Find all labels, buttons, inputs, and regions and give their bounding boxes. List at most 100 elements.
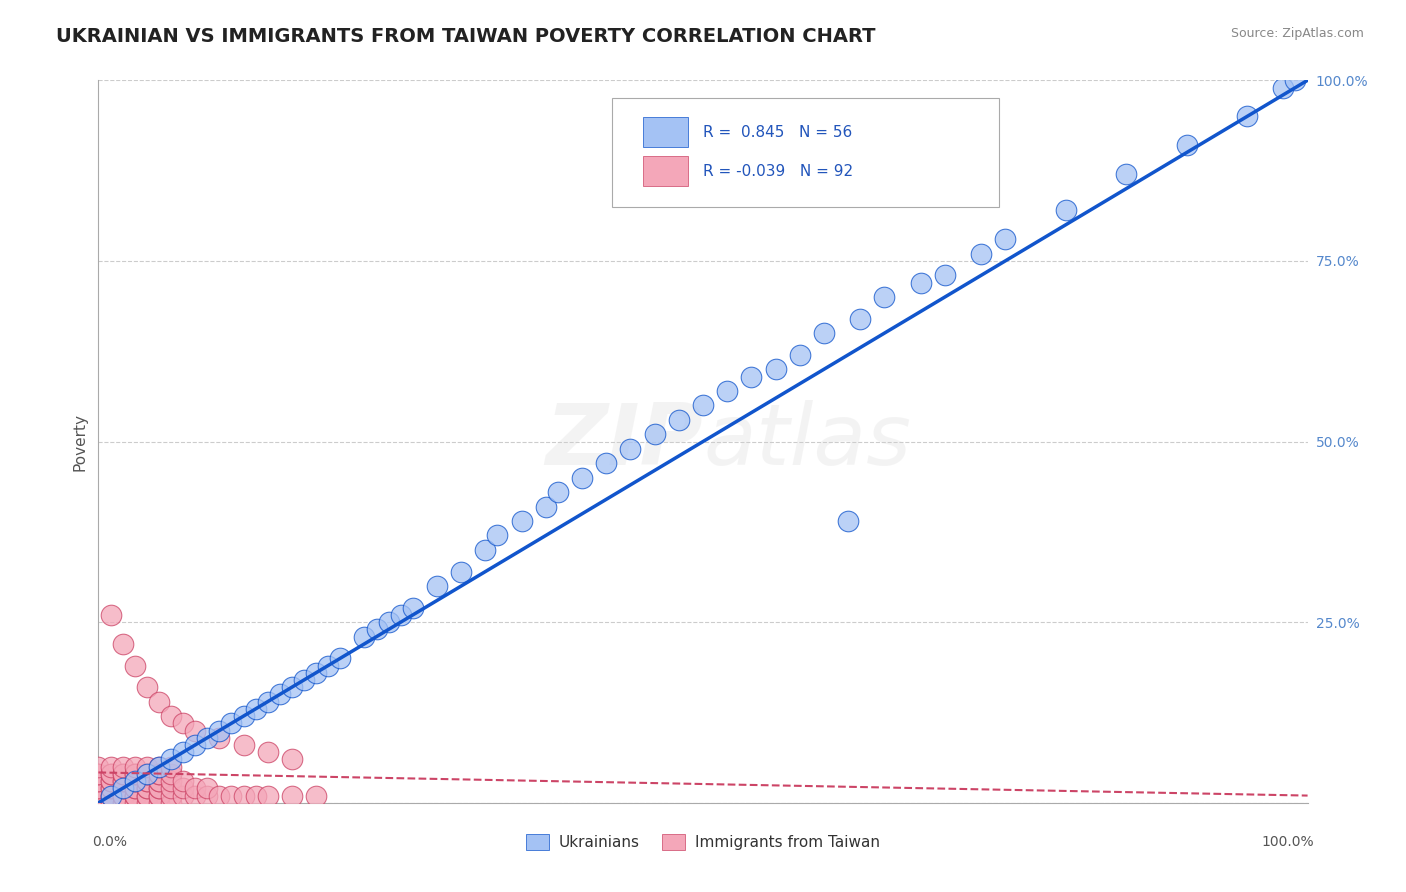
Point	[100, 767, 122, 781]
Point	[111, 789, 134, 803]
Point	[245, 702, 267, 716]
Point	[87, 774, 110, 789]
Point	[740, 369, 762, 384]
Point	[100, 607, 122, 622]
Point	[148, 767, 170, 781]
Point	[124, 774, 146, 789]
Point	[160, 796, 183, 810]
Text: 100.0%: 100.0%	[1261, 835, 1313, 849]
Point	[256, 789, 278, 803]
Point	[1236, 110, 1258, 124]
Point	[221, 789, 243, 803]
Point	[124, 774, 146, 789]
Point	[1175, 138, 1198, 153]
Point	[87, 767, 110, 781]
Point	[450, 565, 472, 579]
Point	[124, 789, 146, 803]
Point	[148, 781, 170, 796]
Point	[160, 760, 183, 774]
Point	[160, 752, 183, 766]
Point	[195, 781, 218, 796]
Point	[305, 789, 328, 803]
Point	[111, 774, 134, 789]
Point	[124, 789, 146, 803]
Point	[389, 607, 412, 622]
Point	[148, 774, 170, 789]
Point	[1272, 80, 1295, 95]
Point	[87, 781, 110, 796]
Point	[148, 781, 170, 796]
Point	[87, 774, 110, 789]
Point	[148, 789, 170, 803]
Point	[994, 232, 1017, 246]
Point	[474, 542, 496, 557]
Point	[208, 789, 231, 803]
Point	[765, 362, 787, 376]
Text: ZIP: ZIP	[546, 400, 703, 483]
Point	[148, 695, 170, 709]
Point	[547, 485, 569, 500]
Point	[232, 709, 254, 723]
Point	[692, 398, 714, 412]
Text: UKRAINIAN VS IMMIGRANTS FROM TAIWAN POVERTY CORRELATION CHART: UKRAINIAN VS IMMIGRANTS FROM TAIWAN POVE…	[56, 27, 876, 45]
Point	[172, 781, 194, 796]
Point	[100, 781, 122, 796]
Point	[135, 796, 157, 810]
Point	[124, 796, 146, 810]
Point	[135, 680, 157, 694]
Point	[269, 687, 291, 701]
Point	[148, 774, 170, 789]
Point	[208, 731, 231, 745]
Point	[135, 767, 157, 781]
Point	[1284, 73, 1306, 87]
Point	[124, 767, 146, 781]
Y-axis label: Poverty: Poverty	[72, 412, 87, 471]
Point	[366, 623, 388, 637]
Point	[100, 774, 122, 789]
Legend: Ukrainians, Immigrants from Taiwan: Ukrainians, Immigrants from Taiwan	[520, 829, 886, 856]
Point	[124, 760, 146, 774]
Point	[305, 665, 328, 680]
FancyBboxPatch shape	[613, 98, 1000, 207]
Point	[619, 442, 641, 456]
Point	[111, 767, 134, 781]
Point	[135, 760, 157, 774]
Point	[135, 781, 157, 796]
Point	[232, 738, 254, 752]
Text: atlas: atlas	[703, 400, 911, 483]
Point	[281, 789, 304, 803]
Point	[910, 276, 932, 290]
Text: R = -0.039   N = 92: R = -0.039 N = 92	[703, 164, 853, 178]
Point	[329, 651, 352, 665]
Point	[316, 658, 339, 673]
Point	[426, 579, 449, 593]
Point	[221, 716, 243, 731]
Point	[111, 637, 134, 651]
Point	[486, 528, 509, 542]
Point	[172, 789, 194, 803]
Point	[135, 789, 157, 803]
Point	[510, 514, 533, 528]
Point	[111, 781, 134, 796]
Point	[571, 470, 593, 484]
Point	[124, 781, 146, 796]
Point	[135, 781, 157, 796]
Point	[195, 789, 218, 803]
Point	[124, 658, 146, 673]
Point	[87, 767, 110, 781]
Point	[135, 774, 157, 789]
Point	[184, 723, 207, 738]
Point	[160, 781, 183, 796]
Point	[160, 789, 183, 803]
Point	[148, 760, 170, 774]
Point	[111, 789, 134, 803]
Point	[111, 781, 134, 796]
Point	[148, 796, 170, 810]
Point	[172, 716, 194, 731]
Point	[172, 745, 194, 759]
Text: R =  0.845   N = 56: R = 0.845 N = 56	[703, 125, 852, 140]
Point	[195, 731, 218, 745]
Point	[100, 774, 122, 789]
Point	[813, 326, 835, 340]
Point	[595, 456, 617, 470]
